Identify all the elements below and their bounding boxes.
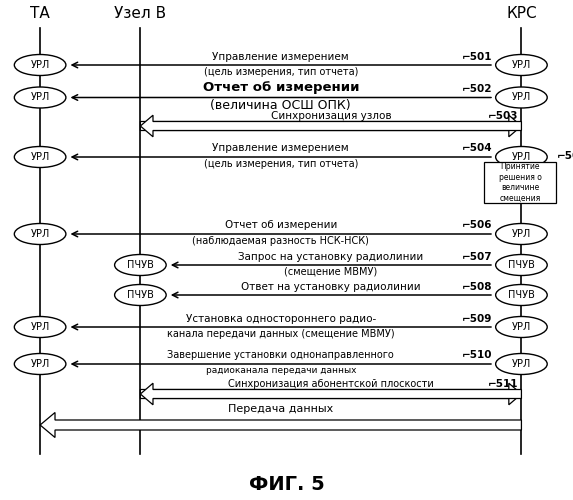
Ellipse shape (496, 254, 547, 276)
Text: (цель измерения, тип отчета): (цель измерения, тип отчета) (203, 159, 358, 169)
Text: ⌐503: ⌐503 (488, 111, 519, 121)
Text: УРЛ: УРЛ (512, 92, 531, 102)
Text: УРЛ: УРЛ (30, 359, 50, 369)
Text: ТА: ТА (30, 6, 50, 22)
Ellipse shape (115, 284, 166, 306)
Ellipse shape (14, 316, 66, 338)
Bar (484, 162, 556, 203)
Ellipse shape (496, 224, 547, 244)
Ellipse shape (496, 354, 547, 374)
FancyArrow shape (140, 115, 521, 137)
Text: (наблюдаемая разность НСК-НСК): (наблюдаемая разность НСК-НСК) (193, 236, 369, 246)
Text: Установка одностороннего радио-: Установка одностороннего радио- (186, 314, 376, 324)
Ellipse shape (14, 224, 66, 244)
Text: Управление измерением: Управление измерением (213, 144, 349, 154)
Ellipse shape (496, 87, 547, 108)
Text: ⌐501: ⌐501 (462, 52, 492, 62)
Text: УРЛ: УРЛ (512, 152, 531, 162)
Text: Передача данных: Передача данных (228, 404, 333, 414)
Text: ⌐502: ⌐502 (462, 84, 492, 94)
Ellipse shape (496, 316, 547, 338)
Text: УРЛ: УРЛ (30, 229, 50, 239)
Text: УРЛ: УРЛ (30, 92, 50, 102)
Text: ⌐511: ⌐511 (488, 379, 519, 389)
FancyArrow shape (140, 383, 521, 405)
Text: Ответ на установку радиолинии: Ответ на установку радиолинии (241, 282, 421, 292)
Ellipse shape (14, 146, 66, 168)
Text: Отчет об измерении: Отчет об измерении (202, 81, 359, 94)
Text: УРЛ: УРЛ (512, 229, 531, 239)
Text: Принятие
решения о
величине
смещения: Принятие решения о величине смещения (499, 162, 541, 202)
Text: Запрос на установку радиолинии: Запрос на установку радиолинии (238, 252, 423, 262)
Text: радиоканала передачи данных: радиоканала передачи данных (206, 366, 356, 375)
Ellipse shape (496, 54, 547, 76)
Ellipse shape (14, 87, 66, 108)
Text: ФИГ. 5: ФИГ. 5 (249, 474, 324, 494)
Text: Синхронизация абонентской плоскости: Синхронизация абонентской плоскости (228, 379, 434, 389)
Text: ⌐506: ⌐506 (462, 220, 492, 230)
Ellipse shape (496, 284, 547, 306)
Text: ПЧУВ: ПЧУВ (508, 290, 535, 300)
Text: (величина ОСШ ОПК): (величина ОСШ ОПК) (210, 100, 351, 112)
Ellipse shape (14, 54, 66, 76)
Text: Отчет об измерении: Отчет об измерении (225, 220, 337, 230)
Text: КРС: КРС (506, 6, 537, 22)
Text: ⌐507: ⌐507 (462, 252, 492, 262)
Text: Синхронизация узлов: Синхронизация узлов (270, 111, 391, 121)
Text: ⌐509: ⌐509 (462, 314, 492, 324)
Text: (цель измерения, тип отчета): (цель измерения, тип отчета) (203, 67, 358, 77)
Text: Узел В: Узел В (115, 6, 166, 22)
Text: ⌐510: ⌐510 (462, 350, 492, 360)
Ellipse shape (115, 254, 166, 276)
Text: УРЛ: УРЛ (30, 322, 50, 332)
Text: ПЧУВ: ПЧУВ (508, 260, 535, 270)
Text: ⌐508: ⌐508 (462, 282, 492, 292)
Text: Управление измерением: Управление измерением (213, 52, 349, 62)
Text: ПЧУВ: ПЧУВ (127, 260, 154, 270)
Text: канала передачи данных (смещение МВМУ): канала передачи данных (смещение МВМУ) (167, 329, 395, 339)
Text: УРЛ: УРЛ (512, 359, 531, 369)
FancyArrow shape (40, 412, 521, 438)
Ellipse shape (14, 354, 66, 374)
Text: ⌐504: ⌐504 (462, 144, 492, 154)
Text: Завершение установки однонаправленного: Завершение установки однонаправленного (167, 350, 394, 360)
Text: УРЛ: УРЛ (512, 60, 531, 70)
FancyArrow shape (140, 115, 521, 137)
Text: (смещение МВМУ): (смещение МВМУ) (284, 267, 378, 277)
Text: УРЛ: УРЛ (30, 60, 50, 70)
FancyArrow shape (140, 383, 521, 405)
Text: УРЛ: УРЛ (30, 152, 50, 162)
Text: УРЛ: УРЛ (512, 322, 531, 332)
Text: ПЧУВ: ПЧУВ (127, 290, 154, 300)
Text: ⌐505: ⌐505 (557, 151, 573, 161)
Ellipse shape (496, 146, 547, 168)
